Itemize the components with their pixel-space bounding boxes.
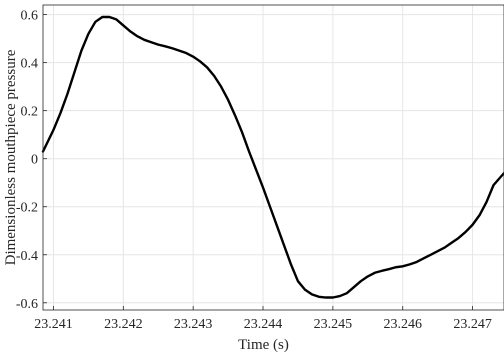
x-axis-ticks: 23.241 23.242 23.243 23.244 23.245 23.246 23.2… [34, 306, 492, 332]
x-tick-label: 23.244 [244, 317, 283, 332]
y-tick-label: 0.2 [21, 105, 39, 120]
x-tick-label: 23.245 [314, 317, 353, 332]
x-tick-label: 23.243 [174, 317, 213, 332]
y-tick-label: -0.4 [16, 249, 38, 264]
plot-area-frame [42, 4, 504, 311]
x-axis-label: Time (s) [238, 337, 289, 353]
y-tick-label: -0.6 [16, 297, 38, 312]
y-tick-label: -0.2 [16, 201, 38, 216]
x-tick-label: 23.246 [383, 317, 422, 332]
y-tick-label: 0.4 [21, 57, 39, 72]
x-tick-label: 23.242 [104, 317, 143, 332]
y-tick-label: 0 [31, 153, 38, 168]
y-tick-label: 0.6 [21, 9, 39, 24]
series-line [41, 15, 504, 299]
x-tick-label: 23.241 [34, 317, 73, 332]
grid-lines [43, 5, 504, 310]
y-axis-label: Dimensionless mouthpiece pressure [3, 49, 19, 265]
x-tick-label: 23.247 [453, 317, 492, 332]
y-axis-ticks: -0.6 -0.4 -0.2 0 0.2 0.4 0.6 [16, 9, 47, 312]
